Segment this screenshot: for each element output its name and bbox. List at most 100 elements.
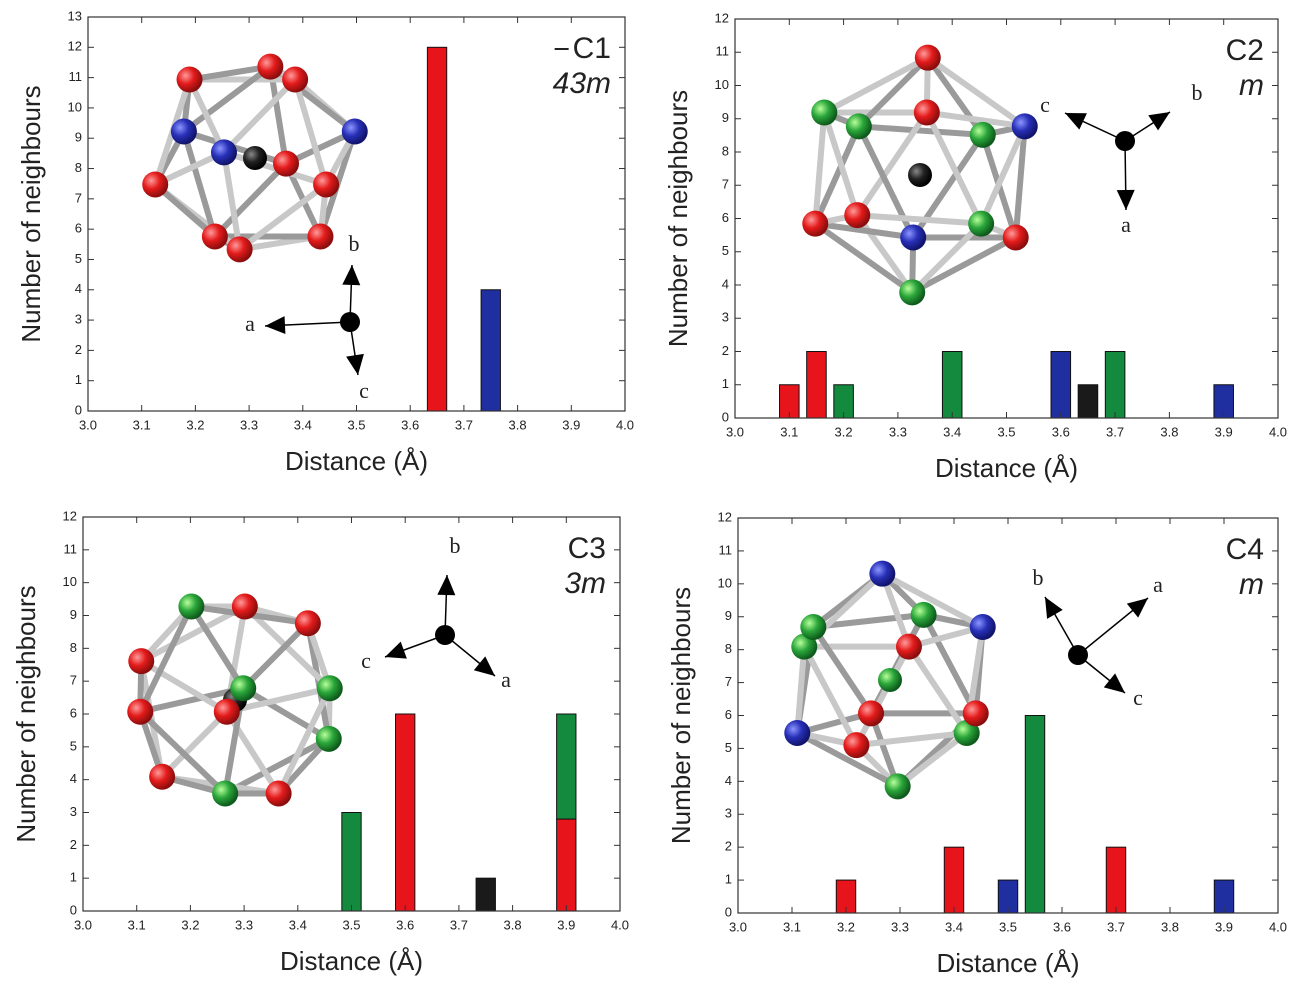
atom: [226, 236, 253, 263]
core-atom: [878, 668, 902, 692]
x-tick-label: 3.0: [79, 417, 97, 432]
y-axis-label: Number of neighbours: [663, 90, 693, 347]
y-tick-label: 11: [719, 542, 733, 557]
y-tick-label: 9: [722, 110, 729, 125]
x-tick-label: 3.2: [837, 919, 855, 934]
x-tick-label: 3.7: [450, 917, 468, 932]
bar: [943, 846, 965, 914]
x-tick-label: 3.6: [401, 417, 419, 432]
atom: [316, 675, 343, 702]
bond: [801, 643, 860, 749]
bond: [853, 729, 970, 749]
bar: [556, 713, 577, 820]
y-tick-label: 6: [75, 221, 82, 236]
x-tick-label: 4.0: [616, 417, 634, 432]
bond: [222, 735, 332, 797]
bond: [821, 109, 861, 219]
atom: [791, 633, 818, 660]
bar: [556, 818, 577, 912]
atom: [265, 780, 292, 807]
axis-origin: [1115, 131, 1135, 151]
chart-subtitle: m: [1239, 69, 1264, 102]
bond: [292, 76, 330, 188]
y-tick-label: 6: [70, 705, 77, 720]
atom: [844, 202, 871, 229]
axis-arrowhead: [342, 265, 361, 286]
x-tick-label: 3.5: [997, 424, 1015, 439]
y-axis-label: Number of neighbours: [16, 85, 46, 342]
atom: [910, 601, 937, 628]
y-tick-label: 1: [722, 376, 729, 391]
axis-letter: a: [501, 667, 511, 692]
atom: [1002, 224, 1029, 251]
x-tick-label: 3.4: [289, 917, 307, 932]
atom: [176, 66, 203, 93]
bond: [138, 603, 248, 665]
atom: [962, 700, 989, 727]
atom: [800, 614, 827, 641]
x-tick-label: 3.7: [1106, 424, 1124, 439]
atom: [201, 223, 228, 250]
y-tick-label: 9: [725, 608, 732, 623]
bond: [812, 109, 828, 227]
y-tick-label: 4: [725, 773, 732, 788]
atom: [869, 560, 896, 587]
y-tick-label: 12: [63, 508, 77, 523]
bond: [812, 220, 916, 296]
bond: [812, 220, 917, 241]
axis-letter: c: [1040, 92, 1050, 117]
x-tick-label: 3.9: [1215, 919, 1233, 934]
bond: [267, 63, 290, 167]
y-tick-label: 6: [722, 210, 729, 225]
bond: [220, 149, 243, 253]
y-tick-label: 8: [70, 640, 77, 655]
axis-arrowhead: [1148, 112, 1170, 131]
x-tick-label: 3.3: [891, 919, 909, 934]
bar: [1105, 846, 1127, 914]
bar: [1024, 715, 1046, 914]
x-tick-label: 3.5: [347, 417, 365, 432]
axis-arrowhead: [1045, 597, 1063, 619]
y-tick-label: 7: [725, 674, 732, 689]
bond: [240, 620, 311, 692]
x-tick-label: 3.5: [342, 917, 360, 932]
x-tick-label: 3.8: [1161, 919, 1179, 934]
x-tick-label: 3.8: [509, 417, 527, 432]
bond: [905, 643, 970, 736]
axis-letter: c: [359, 378, 369, 403]
bar: [341, 812, 362, 912]
atom: [969, 614, 996, 641]
axis-letter: a: [1153, 572, 1163, 597]
atom: [913, 99, 940, 126]
chart-subtitle: 43m: [553, 67, 611, 100]
atom: [307, 223, 334, 250]
bond: [794, 643, 808, 736]
bond: [855, 123, 986, 138]
atom: [899, 279, 926, 306]
y-tick-label: 5: [722, 243, 729, 258]
x-tick-label: 4.0: [1269, 424, 1287, 439]
bond: [1012, 123, 1028, 241]
atom: [811, 99, 838, 126]
y-tick-label: 9: [70, 607, 77, 622]
x-tick-label: 3.3: [235, 917, 253, 932]
x-tick-label: 3.0: [74, 917, 92, 932]
bar: [1050, 351, 1072, 419]
x-tick-label: 3.6: [396, 917, 414, 932]
y-tick-label: 13: [68, 8, 82, 23]
bond: [894, 729, 970, 790]
y-tick-label: 3: [722, 310, 729, 325]
x-tick-label: 3.9: [557, 917, 575, 932]
y-tick-label: 10: [718, 575, 732, 590]
atom: [128, 648, 155, 675]
y-axis-label: Number of neighbours: [666, 587, 696, 844]
atom: [341, 118, 368, 145]
atom: [178, 593, 205, 620]
bond: [810, 624, 875, 717]
bond: [186, 63, 274, 83]
bond: [236, 181, 330, 253]
